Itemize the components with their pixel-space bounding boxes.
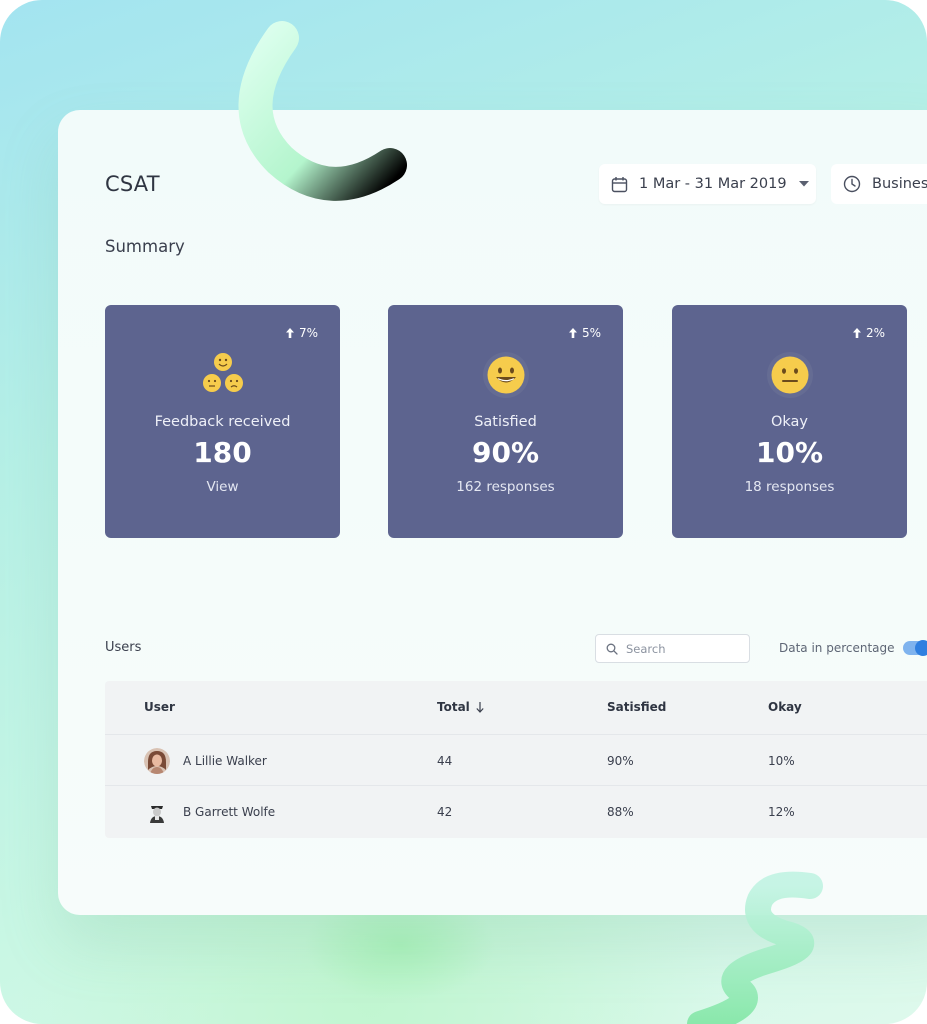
okay-cell: 10% — [768, 754, 795, 768]
search-box — [595, 634, 750, 663]
search-icon — [606, 643, 618, 655]
total-cell: 42 — [437, 805, 453, 819]
trend-indicator: 5% — [568, 326, 601, 340]
smile-face-icon — [482, 352, 529, 398]
search-input[interactable] — [626, 641, 736, 656]
trend-indicator: 7% — [285, 326, 318, 340]
stat-value: 10% — [755, 436, 824, 469]
users-title: Users — [105, 640, 142, 655]
user-name: A Lillie Walker — [183, 754, 267, 768]
user-name: B Garrett Wolfe — [183, 805, 276, 819]
okay-cell: 12% — [768, 805, 795, 819]
trend-indicator: 2% — [852, 326, 885, 340]
table-header: User Total Satisfied Okay — [105, 681, 927, 733]
column-header-total[interactable]: Total — [437, 681, 484, 733]
stat-value: 180 — [193, 436, 252, 469]
stat-value: 90% — [471, 436, 540, 469]
chevron-down-icon — [798, 181, 809, 187]
satisfied-cell: 88% — [607, 805, 634, 819]
percentage-label: Data in percentage — [779, 641, 895, 655]
arrow-up-icon — [285, 328, 294, 338]
stat-label: Feedback received — [154, 414, 291, 430]
users-table: User Total Satisfied Okay — [105, 681, 927, 838]
avatar — [144, 799, 170, 825]
faces-group-icon — [202, 353, 243, 392]
avatar — [144, 748, 170, 774]
date-range-value: 1 Mar - 31 Mar 2019 — [639, 176, 787, 192]
page-title: CSAT — [105, 172, 160, 196]
stat-responses: 162 responses — [456, 479, 555, 495]
stat-responses: 18 responses — [744, 479, 835, 495]
table-row[interactable]: B Garrett Wolfe 42 88% 12% — [105, 785, 927, 837]
calendar-icon — [611, 176, 628, 192]
date-range-picker[interactable]: 1 Mar - 31 Mar 2019 — [599, 164, 816, 204]
arrow-up-icon — [568, 328, 577, 338]
neutral-face-icon — [766, 352, 813, 398]
toggle-knob — [915, 640, 927, 656]
summary-title: Summary — [105, 237, 185, 256]
clock-icon — [843, 175, 861, 193]
percentage-toggle[interactable] — [903, 640, 927, 656]
column-header-user[interactable]: User — [144, 700, 175, 714]
stat-label: Okay — [770, 414, 809, 430]
dashboard-card: CSAT 1 Mar - 31 Mar 2019 Business hours … — [58, 110, 927, 915]
satisfied-cell: 90% — [607, 754, 634, 768]
hours-picker[interactable]: Business hours — [831, 164, 927, 204]
arrow-up-icon — [852, 328, 861, 338]
hours-value: Business hours — [872, 176, 927, 192]
stat-card-feedback: 7% — [105, 305, 340, 538]
stat-card-okay: 2% Okay 10% 18 responses — [672, 305, 907, 538]
stat-label: Satisfied — [474, 414, 537, 430]
column-header-satisfied[interactable]: Satisfied — [607, 700, 667, 714]
total-cell: 44 — [437, 754, 453, 768]
stat-card-satisfied: 5% Satisfied 90% 162 responses — [388, 305, 623, 538]
column-header-okay[interactable]: Okay — [768, 700, 802, 714]
table-row[interactable]: A Lillie Walker 44 90% 10% — [105, 734, 927, 786]
view-link[interactable]: View — [206, 479, 239, 495]
sort-down-icon — [476, 701, 484, 713]
